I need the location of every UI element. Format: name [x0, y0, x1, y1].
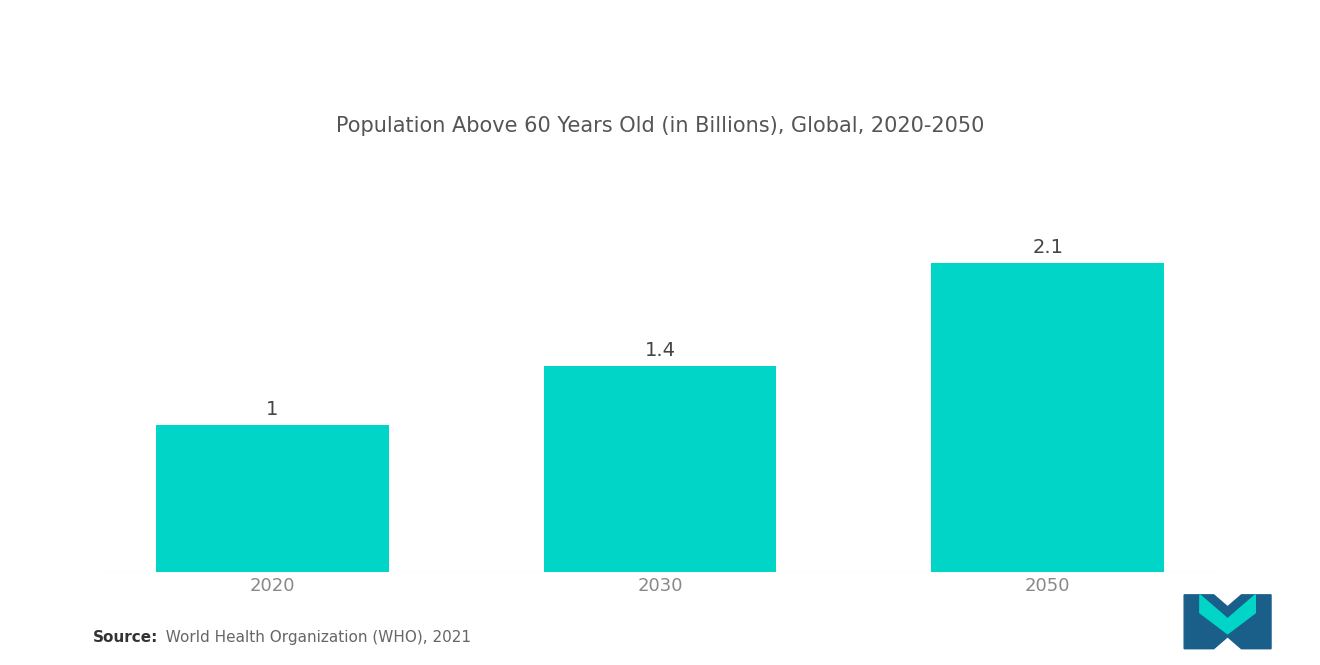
Polygon shape [1184, 595, 1271, 649]
Text: 1.4: 1.4 [644, 341, 676, 360]
Title: Population Above 60 Years Old (in Billions), Global, 2020-2050: Population Above 60 Years Old (in Billio… [335, 116, 985, 136]
Text: 2.1: 2.1 [1032, 238, 1063, 257]
Text: World Health Organization (WHO), 2021: World Health Organization (WHO), 2021 [156, 630, 471, 645]
Bar [544, 366, 776, 572]
Polygon shape [1200, 595, 1255, 634]
Bar [932, 263, 1164, 572]
Bar [156, 425, 388, 572]
Text: Source:: Source: [92, 630, 158, 645]
Text: 1: 1 [267, 400, 279, 419]
